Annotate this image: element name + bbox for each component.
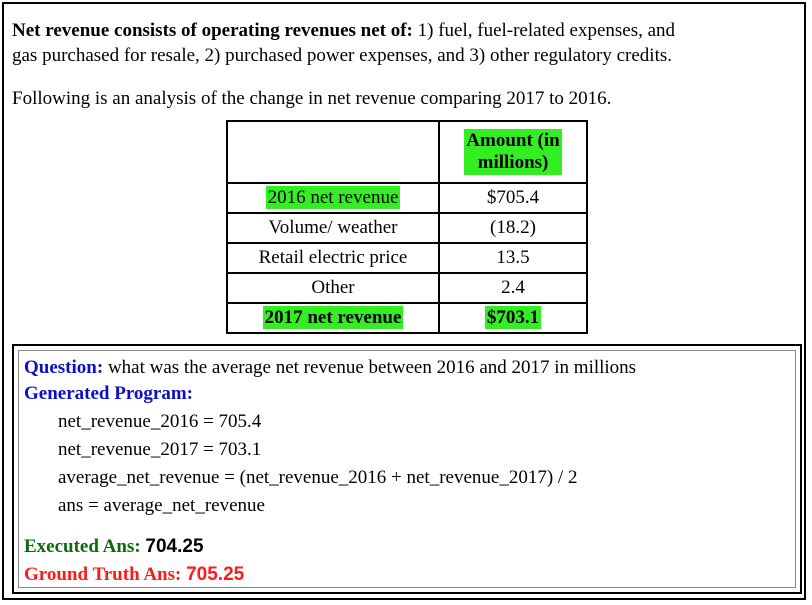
intro-paragraph: Net revenue consists of operating revenu…: [12, 18, 802, 68]
intro-line1-rest: 1) fuel, fuel-related expenses, and: [412, 20, 676, 41]
row-value-2017: $703.1: [484, 306, 542, 329]
outer-frame: [2, 2, 806, 600]
table-row: 2016 net revenue $705.4: [226, 182, 588, 214]
question-label: Question:: [24, 357, 104, 378]
net-revenue-table: Amount (in millions) 2016 net revenue $7…: [226, 120, 588, 334]
program-line: ans = average_net_revenue: [58, 495, 265, 516]
row-label-volume: Volume/ weather: [226, 212, 440, 244]
row-value-other: 2.4: [438, 272, 588, 304]
question-line: Question: what was the average net reven…: [24, 355, 636, 380]
table-row: Volume/ weather (18.2): [226, 212, 588, 244]
row-label-2017: 2017 net revenue: [262, 306, 404, 329]
question-text: what was the average net revenue between…: [103, 357, 637, 378]
header-amount-cell: Amount (in millions): [438, 120, 588, 184]
analysis-sentence: Following is an analysis of the change i…: [12, 88, 612, 109]
table-header-row: Amount (in millions): [226, 120, 588, 184]
table-row: 2017 net revenue $703.1: [226, 302, 588, 334]
executed-answer: Executed Ans: 704.25: [24, 534, 204, 559]
amount-header: Amount (in millions): [464, 129, 562, 175]
amount-header-line2: millions): [477, 152, 549, 173]
table-row: Retail electric price 13.5: [226, 242, 588, 274]
program-line: net_revenue_2016 = 705.4: [58, 411, 262, 432]
row-label-other: Other: [226, 272, 440, 304]
row-value-retail: 13.5: [438, 242, 588, 274]
row-value-volume: (18.2): [438, 212, 588, 244]
qa-inner-border: [18, 350, 796, 588]
header-empty-cell: [226, 120, 440, 184]
amount-header-line1: Amount (in: [466, 130, 560, 151]
executed-label: Executed Ans:: [24, 536, 141, 557]
row-label-retail: Retail electric price: [226, 242, 440, 274]
row-label-2016: 2016 net revenue: [265, 186, 401, 209]
program-line: average_net_revenue = (net_revenue_2016 …: [58, 467, 578, 488]
program-code: net_revenue_2016 = 705.4 net_revenue_201…: [58, 408, 577, 520]
program-line: net_revenue_2017 = 703.1: [58, 439, 262, 460]
truth-value: 705.25: [186, 564, 245, 585]
executed-value: 704.25: [145, 536, 204, 557]
row-value-2016: $705.4: [438, 182, 588, 214]
table-row: Other 2.4: [226, 272, 588, 304]
truth-label: Ground Truth Ans:: [24, 564, 182, 585]
intro-line2: gas purchased for resale, 2) purchased p…: [12, 45, 672, 66]
ground-truth-answer: Ground Truth Ans: 705.25: [24, 562, 244, 587]
intro-bold-lead: Net revenue consists of operating revenu…: [12, 20, 413, 41]
program-label: Generated Program:: [24, 383, 194, 404]
qa-box: [12, 344, 802, 594]
